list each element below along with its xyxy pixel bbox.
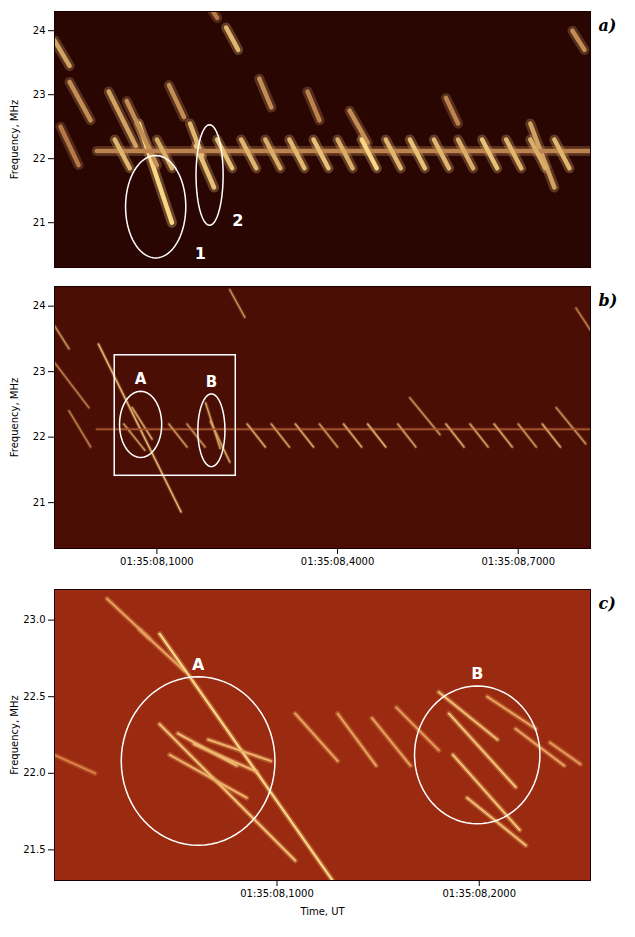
svg-text:21: 21: [33, 497, 46, 508]
svg-text:01:35:08,4000: 01:35:08,4000: [301, 556, 375, 567]
svg-text:2: 2: [232, 211, 243, 230]
svg-text:a): a): [599, 16, 617, 35]
svg-text:B: B: [206, 373, 217, 391]
svg-text:Frequency, MHz: Frequency, MHz: [9, 695, 20, 774]
svg-text:23.0: 23.0: [23, 614, 45, 625]
svg-text:b): b): [599, 291, 618, 310]
svg-text:22: 22: [33, 431, 46, 442]
svg-text:01:35:08,7000: 01:35:08,7000: [481, 556, 555, 567]
svg-text:A: A: [135, 370, 147, 388]
svg-text:Time, UT: Time, UT: [299, 906, 345, 917]
svg-text:22: 22: [33, 153, 46, 164]
svg-text:c): c): [599, 594, 616, 613]
svg-text:1: 1: [195, 244, 206, 263]
svg-text:24: 24: [33, 25, 46, 36]
svg-text:B: B: [471, 664, 483, 683]
svg-text:21: 21: [33, 217, 46, 228]
svg-text:22.5: 22.5: [23, 691, 45, 702]
svg-text:22.0: 22.0: [23, 767, 45, 778]
svg-text:21.5: 21.5: [23, 844, 45, 855]
svg-text:A: A: [192, 655, 205, 674]
svg-text:23: 23: [33, 366, 46, 377]
svg-text:01:35:08,1000: 01:35:08,1000: [120, 556, 194, 567]
svg-text:23: 23: [33, 89, 46, 100]
svg-text:Frequency, MHz: Frequency, MHz: [9, 100, 20, 179]
svg-text:Frequency, MHz: Frequency, MHz: [9, 378, 20, 457]
svg-text:01:35:08,1000: 01:35:08,1000: [240, 888, 314, 899]
svg-text:01:35:08,2000: 01:35:08,2000: [442, 888, 516, 899]
svg-text:24: 24: [33, 300, 46, 311]
